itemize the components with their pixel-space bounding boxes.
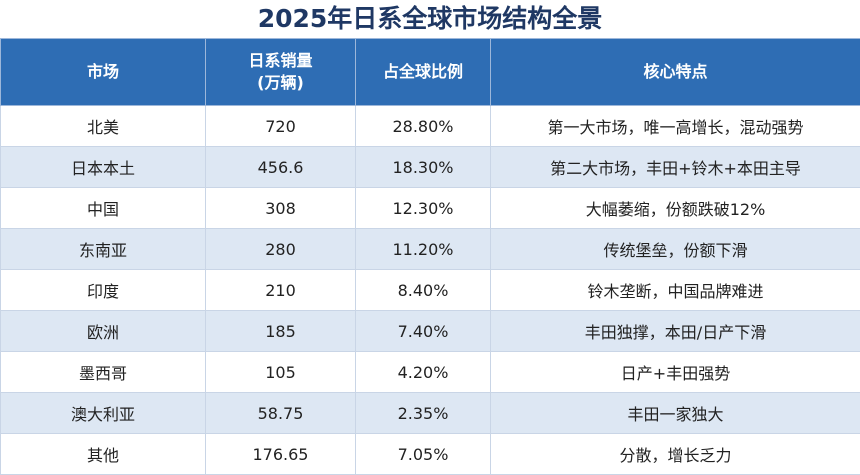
header-row: 市场日系销量(万辆)占全球比例核心特点 — [1, 39, 860, 106]
table-cell: 大幅萎缩，份额跌破12% — [491, 188, 860, 229]
table-cell: 2.35% — [356, 393, 491, 434]
table-cell: 分散，增长乏力 — [491, 434, 860, 475]
table-cell: 18.30% — [356, 147, 491, 188]
table-cell: 铃木垄断，中国品牌难进 — [491, 270, 860, 311]
table-cell: 7.40% — [356, 311, 491, 352]
table-cell: 58.75 — [206, 393, 356, 434]
table-cell: 456.6 — [206, 147, 356, 188]
title: 2025年日系全球市场结构全景 — [0, 0, 860, 38]
header-text: 占全球比例 — [356, 61, 490, 83]
table-cell: 280 — [206, 229, 356, 270]
table-cell: 7.05% — [356, 434, 491, 475]
table-cell: 185 — [206, 311, 356, 352]
header-text: (万辆) — [206, 72, 355, 94]
header-cell: 核心特点 — [491, 39, 860, 106]
header-text: 核心特点 — [491, 61, 860, 83]
table-cell: 东南亚 — [1, 229, 206, 270]
table-cell: 其他 — [1, 434, 206, 475]
table-cell: 8.40% — [356, 270, 491, 311]
table-cell: 丰田一家独大 — [491, 393, 860, 434]
table-cell: 日本本土 — [1, 147, 206, 188]
table-cell: 第一大市场，唯一高增长，混动强势 — [491, 106, 860, 147]
header-cell: 占全球比例 — [356, 39, 491, 106]
table-cell: 176.65 — [206, 434, 356, 475]
table-cell: 308 — [206, 188, 356, 229]
table-cell: 210 — [206, 270, 356, 311]
table-cell: 28.80% — [356, 106, 491, 147]
table-cell: 澳大利亚 — [1, 393, 206, 434]
table-cell: 日产+丰田强势 — [491, 352, 860, 393]
table-cell: 墨西哥 — [1, 352, 206, 393]
table-cell: 欧洲 — [1, 311, 206, 352]
header-text: 日系销量 — [206, 50, 355, 72]
header-cell: 市场 — [1, 39, 206, 106]
table-cell: 丰田独撑，本田/日产下滑 — [491, 311, 860, 352]
table-cell: 印度 — [1, 270, 206, 311]
table-cell: 720 — [206, 106, 356, 147]
table-cell: 第二大市场，丰田+铃木+本田主导 — [491, 147, 860, 188]
table-cell: 4.20% — [356, 352, 491, 393]
header-cell: 日系销量(万辆) — [206, 39, 356, 106]
table-cell: 105 — [206, 352, 356, 393]
table-cell: 12.30% — [356, 188, 491, 229]
header-text: 市场 — [1, 61, 205, 83]
table-cell: 传统堡垒，份额下滑 — [491, 229, 860, 270]
table-cell: 11.20% — [356, 229, 491, 270]
table-cell: 北美 — [1, 106, 206, 147]
table-cell: 中国 — [1, 188, 206, 229]
